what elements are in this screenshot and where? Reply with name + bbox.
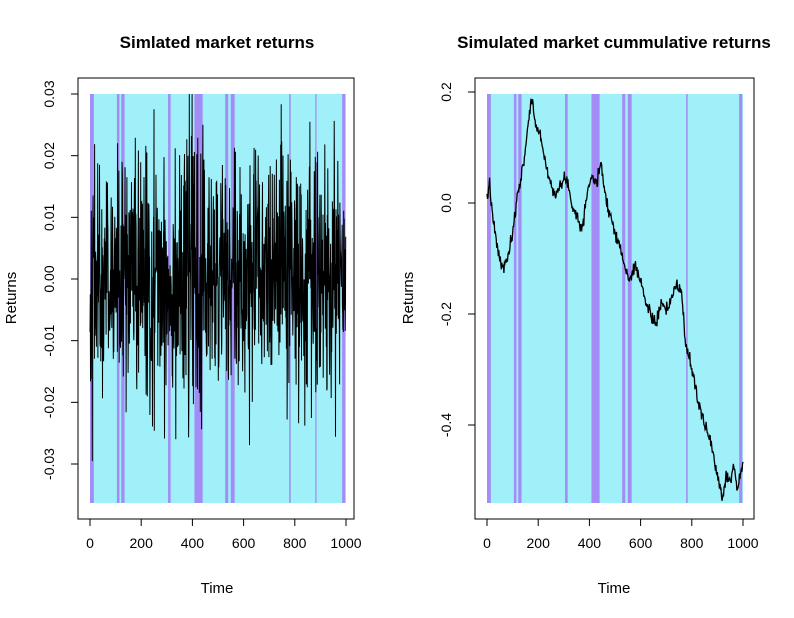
regime-band: [622, 94, 626, 503]
chart-right: Simulated market cummulative returns 0 20…: [400, 33, 771, 597]
x-tick-label: 400: [181, 535, 205, 551]
x-tick-label: 200: [130, 535, 154, 551]
chart-title: Simulated market cummulative returns: [457, 33, 771, 52]
x-tick-label: 1000: [727, 535, 758, 551]
y-tick-label: 0.0: [438, 193, 454, 213]
y-tick-label: -0.4: [438, 413, 454, 437]
y-axis-label: Returns: [3, 272, 20, 325]
x-tick-label: 800: [283, 535, 307, 551]
y-tick-label: -0.02: [41, 386, 57, 418]
x-tick-label: 0: [483, 535, 491, 551]
x-tick-label: 800: [680, 535, 704, 551]
background-band: [487, 94, 743, 503]
x-tick-label: 0: [86, 535, 94, 551]
x-axis-label: Time: [201, 580, 234, 597]
series-line: [89, 93, 347, 462]
regime-band: [686, 94, 688, 503]
y-tick-label: -0.03: [41, 448, 57, 480]
y-tick-label: 0.00: [41, 265, 57, 292]
regime-band: [627, 94, 632, 503]
x-tick-label: 200: [527, 535, 551, 551]
series-lines: [486, 98, 744, 501]
x-tick-label: 600: [232, 535, 256, 551]
x-axis-label: Time: [598, 580, 631, 597]
x-tick-label: 400: [578, 535, 602, 551]
x-tick-label: 600: [629, 535, 653, 551]
y-tick-label: 0.2: [438, 82, 454, 102]
y-tick-label: 0.03: [41, 80, 57, 107]
series-lines: [89, 93, 347, 462]
y-tick-label: -0.2: [438, 302, 454, 326]
regime-bands: [487, 94, 743, 503]
chart-left: Simlated market returns 0 200 400 600 800 100…: [3, 33, 362, 597]
y-tick-label: 0.02: [41, 142, 57, 169]
x-axis: 0 200 400 600 800 1000: [483, 518, 759, 551]
regime-band: [518, 94, 522, 503]
chart-title: Simlated market returns: [120, 33, 315, 52]
regime-band: [487, 94, 491, 503]
regime-band: [116, 94, 120, 503]
regime-band: [513, 94, 517, 503]
regime-band: [591, 94, 600, 503]
regime-band: [230, 94, 235, 503]
y-tick-label: 0.01: [41, 203, 57, 230]
series-line: [486, 98, 744, 501]
x-tick-label: 1000: [330, 535, 361, 551]
regime-band: [739, 94, 743, 503]
y-axis-label: Returns: [400, 272, 417, 325]
y-axis: -0.03 -0.02 -0.01 0.00 0.01 0.02 0.03: [41, 80, 79, 480]
y-axis: -0.4 -0.2 0.0 0.2: [438, 82, 476, 437]
y-tick-label: -0.01: [41, 325, 57, 357]
x-axis: 0 200 400 600 800 1000: [86, 518, 362, 551]
regime-band: [565, 94, 568, 503]
